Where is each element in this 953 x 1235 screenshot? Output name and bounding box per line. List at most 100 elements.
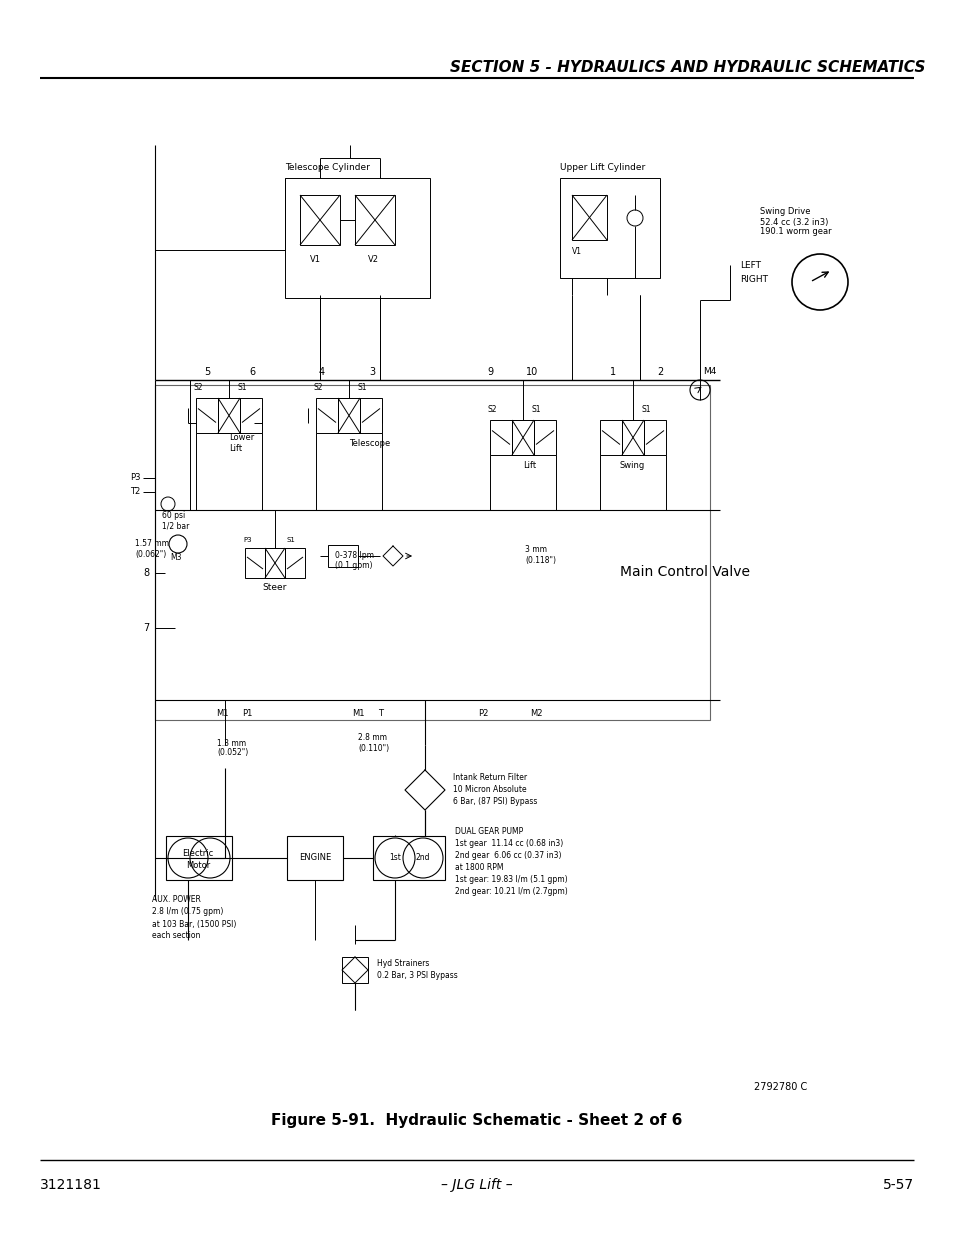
- Bar: [240, 398, 262, 433]
- Text: Swing: Swing: [619, 461, 644, 469]
- Text: M4: M4: [702, 368, 716, 377]
- Text: M3: M3: [170, 553, 182, 562]
- Text: (0.062"): (0.062"): [135, 550, 166, 558]
- Text: P3: P3: [130, 473, 140, 483]
- Bar: [265, 548, 285, 578]
- Text: T2: T2: [130, 488, 140, 496]
- Text: Lift: Lift: [522, 461, 536, 469]
- Text: Upper Lift Cylinder: Upper Lift Cylinder: [559, 163, 644, 173]
- Text: 3: 3: [369, 367, 375, 377]
- Bar: [337, 398, 359, 433]
- Bar: [359, 398, 381, 433]
- Text: V1: V1: [572, 247, 581, 257]
- Text: 2nd: 2nd: [416, 853, 430, 862]
- Bar: [355, 195, 395, 245]
- Text: Swing Drive: Swing Drive: [760, 207, 810, 216]
- Text: 3 mm: 3 mm: [524, 546, 546, 555]
- Bar: [512, 420, 534, 454]
- Text: 2nd gear  6.06 cc (0.37 in3): 2nd gear 6.06 cc (0.37 in3): [455, 851, 561, 861]
- Text: P3: P3: [243, 537, 252, 543]
- Text: V2: V2: [368, 256, 378, 264]
- Bar: [599, 420, 621, 454]
- Text: LEFT: LEFT: [740, 261, 760, 269]
- Bar: [299, 195, 339, 245]
- Bar: [643, 420, 665, 454]
- Text: (0.118"): (0.118"): [524, 556, 556, 564]
- Text: (0.052"): (0.052"): [216, 748, 248, 757]
- Text: 1: 1: [609, 367, 616, 377]
- Text: 2nd gear: 10.21 l/m (2.7gpm): 2nd gear: 10.21 l/m (2.7gpm): [455, 888, 567, 897]
- Text: 4: 4: [318, 367, 325, 377]
- Bar: [512, 420, 534, 454]
- Text: 52.4 cc (3.2 in3): 52.4 cc (3.2 in3): [760, 217, 827, 226]
- Text: DUAL GEAR PUMP: DUAL GEAR PUMP: [455, 827, 522, 836]
- Text: at 1800 RPM: at 1800 RPM: [455, 863, 503, 872]
- Text: Intank Return Filter: Intank Return Filter: [453, 773, 527, 783]
- Text: S1: S1: [357, 384, 367, 393]
- Bar: [154, 385, 709, 720]
- Text: P2: P2: [477, 709, 488, 719]
- Text: 3121181: 3121181: [40, 1178, 102, 1192]
- Text: Figure 5-91.  Hydraulic Schematic - Sheet 2 of 6: Figure 5-91. Hydraulic Schematic - Sheet…: [271, 1113, 682, 1128]
- Text: AUX. POWER: AUX. POWER: [152, 895, 201, 904]
- Text: Steer: Steer: [262, 583, 287, 593]
- Bar: [218, 398, 240, 433]
- Text: S1: S1: [641, 405, 651, 415]
- Text: 6: 6: [249, 367, 254, 377]
- Text: Hyd Strainers: Hyd Strainers: [376, 960, 429, 968]
- Text: V1: V1: [310, 256, 320, 264]
- Text: 60 psi: 60 psi: [162, 511, 185, 520]
- Text: Electric: Electric: [182, 848, 213, 857]
- Bar: [315, 398, 337, 433]
- Text: 6 Bar, (87 PSI) Bypass: 6 Bar, (87 PSI) Bypass: [453, 798, 537, 806]
- Text: 2792780 C: 2792780 C: [753, 1082, 806, 1092]
- Text: each section: each section: [152, 931, 200, 941]
- Text: RIGHT: RIGHT: [740, 275, 767, 284]
- Text: M1: M1: [215, 709, 229, 719]
- Bar: [559, 178, 659, 278]
- Text: 5: 5: [204, 367, 210, 377]
- Bar: [218, 398, 240, 433]
- Bar: [285, 548, 305, 578]
- Text: – JLG Lift –: – JLG Lift –: [440, 1178, 513, 1192]
- Bar: [328, 545, 357, 567]
- Text: S1: S1: [287, 537, 295, 543]
- Text: 1.3 mm: 1.3 mm: [216, 739, 246, 747]
- Text: Motor: Motor: [186, 861, 210, 869]
- Text: 1st: 1st: [389, 853, 400, 862]
- Text: S2: S2: [193, 384, 203, 393]
- Text: (0.1 gpm): (0.1 gpm): [335, 561, 372, 569]
- Text: 8: 8: [143, 568, 149, 578]
- Text: P1: P1: [242, 709, 253, 719]
- Text: at 103 Bar, (1500 PSI): at 103 Bar, (1500 PSI): [152, 920, 236, 929]
- Bar: [285, 178, 430, 298]
- Text: 190.1 worm gear: 190.1 worm gear: [760, 227, 831, 236]
- Text: 0.2 Bar, 3 PSI Bypass: 0.2 Bar, 3 PSI Bypass: [376, 972, 457, 981]
- Text: 1/2 bar: 1/2 bar: [162, 521, 190, 531]
- Bar: [534, 420, 556, 454]
- Text: 1st gear: 19.83 l/m (5.1 gpm): 1st gear: 19.83 l/m (5.1 gpm): [455, 876, 567, 884]
- Bar: [373, 836, 444, 881]
- Bar: [621, 420, 643, 454]
- Bar: [490, 420, 512, 454]
- Bar: [341, 957, 368, 983]
- Text: Telescope: Telescope: [349, 438, 390, 447]
- Text: 10: 10: [525, 367, 537, 377]
- Text: 1st gear  11.14 cc (0.68 in3): 1st gear 11.14 cc (0.68 in3): [455, 840, 562, 848]
- Text: 2.8 mm: 2.8 mm: [357, 734, 387, 742]
- Text: 10 Micron Absolute: 10 Micron Absolute: [453, 785, 526, 794]
- Bar: [337, 398, 359, 433]
- Text: T: T: [377, 709, 382, 719]
- Text: S1: S1: [532, 405, 541, 415]
- Text: M2: M2: [530, 709, 542, 719]
- Text: Lower
Lift: Lower Lift: [229, 433, 254, 453]
- Text: SECTION 5 - HYDRAULICS AND HYDRAULIC SCHEMATICS: SECTION 5 - HYDRAULICS AND HYDRAULIC SCH…: [450, 61, 924, 75]
- Bar: [287, 836, 343, 881]
- Bar: [195, 398, 218, 433]
- Text: 0-378 lpm: 0-378 lpm: [335, 551, 374, 559]
- Bar: [265, 548, 285, 578]
- Bar: [572, 195, 606, 240]
- Text: S2: S2: [314, 384, 323, 393]
- Text: 7: 7: [143, 622, 149, 634]
- Text: 2.8 l/m (0.75 gpm): 2.8 l/m (0.75 gpm): [152, 908, 223, 916]
